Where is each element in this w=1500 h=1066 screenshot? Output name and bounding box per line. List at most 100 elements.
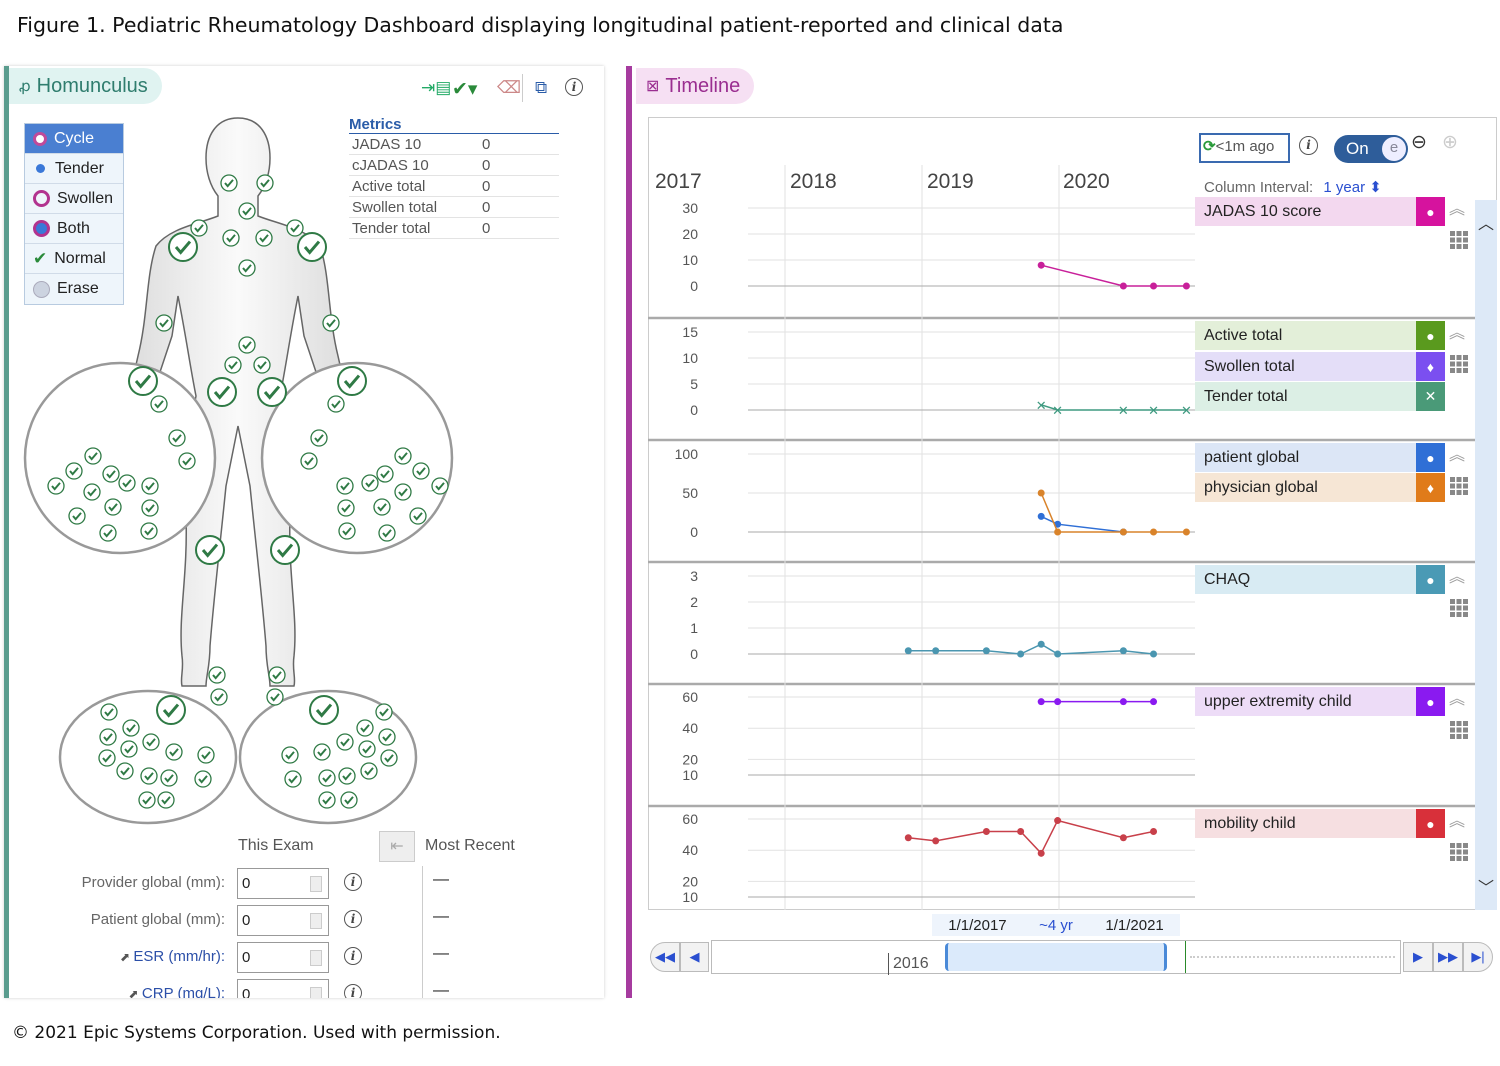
joint-check-icon[interactable] bbox=[222, 229, 240, 247]
joint-check-icon[interactable] bbox=[238, 202, 256, 220]
joint-check-icon[interactable] bbox=[116, 762, 134, 780]
jump-back-button[interactable]: ◀◀ bbox=[650, 942, 680, 972]
joint-check-icon[interactable] bbox=[160, 769, 178, 787]
calculator-icon[interactable] bbox=[310, 913, 322, 929]
joint-check-icon[interactable] bbox=[300, 452, 318, 470]
series-marker-icon[interactable]: ✕ bbox=[1416, 382, 1445, 411]
joint-check-icon[interactable] bbox=[318, 769, 336, 787]
joint-check-icon[interactable] bbox=[141, 499, 159, 517]
joint-check-icon[interactable] bbox=[238, 259, 256, 277]
calculator-icon[interactable] bbox=[310, 876, 322, 892]
joint-check-icon[interactable] bbox=[356, 719, 374, 737]
mode-both[interactable]: Both bbox=[25, 214, 123, 244]
joint-check-icon[interactable] bbox=[157, 791, 175, 809]
joint-check-icon[interactable] bbox=[140, 522, 158, 540]
joint-check-icon[interactable] bbox=[156, 695, 186, 725]
jump-forward-button[interactable]: ▶▶ bbox=[1433, 942, 1463, 972]
joint-check-icon[interactable] bbox=[150, 395, 168, 413]
joint-check-icon[interactable] bbox=[340, 791, 358, 809]
joint-check-icon[interactable] bbox=[68, 507, 86, 525]
joint-check-icon[interactable] bbox=[168, 232, 198, 262]
calculator-icon[interactable] bbox=[310, 987, 322, 998]
series-marker-icon[interactable]: ♦ bbox=[1416, 352, 1445, 381]
collapse-icon[interactable]: ︽ bbox=[1449, 447, 1466, 464]
joint-check-icon[interactable] bbox=[84, 447, 102, 465]
joint-check-icon[interactable] bbox=[138, 791, 156, 809]
info-icon[interactable]: i bbox=[565, 78, 583, 96]
collapse-icon[interactable]: ︽ bbox=[1449, 325, 1466, 342]
joint-check-icon[interactable] bbox=[99, 728, 117, 746]
joint-check-icon[interactable] bbox=[337, 366, 367, 396]
grid-view-icon[interactable] bbox=[1450, 355, 1468, 373]
series-marker-icon[interactable]: ● bbox=[1416, 321, 1445, 350]
joint-check-icon[interactable] bbox=[336, 733, 354, 751]
series-marker-icon[interactable]: ● bbox=[1416, 197, 1445, 226]
joint-check-icon[interactable] bbox=[297, 232, 327, 262]
joint-check-icon[interactable] bbox=[98, 749, 116, 767]
joint-check-icon[interactable] bbox=[309, 695, 339, 725]
joint-check-icon[interactable] bbox=[165, 743, 183, 761]
joint-check-icon[interactable] bbox=[65, 462, 83, 480]
joint-check-icon[interactable] bbox=[375, 703, 393, 721]
joint-check-icon[interactable] bbox=[286, 219, 304, 237]
timeline-tab[interactable]: ⊠ Timeline bbox=[636, 68, 755, 104]
legend-item[interactable]: upper extremity child ● bbox=[1195, 687, 1445, 716]
joint-check-icon[interactable] bbox=[140, 767, 158, 785]
scroll-down-icon[interactable]: ﹀ bbox=[1477, 880, 1494, 897]
joint-check-icon[interactable] bbox=[208, 666, 226, 684]
column-interval-select[interactable]: 1 year ⬍ bbox=[1323, 179, 1382, 196]
vertical-scrollbar[interactable]: ︿ ﹀ bbox=[1475, 200, 1497, 910]
joint-check-icon[interactable] bbox=[409, 507, 427, 525]
joint-check-icon[interactable] bbox=[281, 746, 299, 764]
joint-check-icon[interactable] bbox=[120, 740, 138, 758]
joint-check-icon[interactable] bbox=[118, 474, 136, 492]
legend-item[interactable]: physician global ♦ bbox=[1195, 473, 1445, 502]
joint-check-icon[interactable] bbox=[313, 743, 331, 761]
joint-check-icon[interactable] bbox=[220, 174, 238, 192]
joint-check-icon[interactable] bbox=[168, 429, 186, 447]
homunculus-tab[interactable]: ꝓ Homunculus bbox=[9, 68, 162, 104]
joint-check-icon[interactable] bbox=[257, 377, 287, 407]
collapse-icon[interactable]: ︽ bbox=[1449, 569, 1466, 586]
joint-check-icon[interactable] bbox=[361, 474, 379, 492]
joint-check-icon[interactable] bbox=[336, 477, 354, 495]
info-icon[interactable]: i bbox=[344, 873, 362, 891]
mode-swollen[interactable]: Swollen bbox=[25, 184, 123, 214]
joint-check-icon[interactable] bbox=[255, 229, 273, 247]
joint-check-icon[interactable] bbox=[266, 688, 284, 706]
joint-check-icon[interactable] bbox=[380, 749, 398, 767]
calculator-icon[interactable] bbox=[310, 950, 322, 966]
joint-check-icon[interactable] bbox=[141, 477, 159, 495]
joint-check-icon[interactable] bbox=[378, 524, 396, 542]
crp-input[interactable]: 0 bbox=[237, 979, 329, 998]
joint-check-icon[interactable] bbox=[358, 740, 376, 758]
joint-check-icon[interactable] bbox=[376, 465, 394, 483]
joint-check-icon[interactable] bbox=[394, 483, 412, 501]
zoom-view-icon[interactable]: ⧉ bbox=[535, 78, 548, 97]
joint-check-icon[interactable] bbox=[373, 498, 391, 516]
import-icon[interactable]: ⇥▤ bbox=[421, 78, 452, 97]
joint-check-icon[interactable] bbox=[47, 477, 65, 495]
zoom-out-icon[interactable]: ⊖ bbox=[1411, 132, 1427, 153]
grid-view-icon[interactable] bbox=[1450, 231, 1468, 249]
joint-check-icon[interactable] bbox=[360, 762, 378, 780]
joint-check-icon[interactable] bbox=[338, 522, 356, 540]
crp-link[interactable]: ⬈ CRP (mg/L): bbox=[129, 985, 225, 998]
joint-check-icon[interactable] bbox=[178, 452, 196, 470]
joint-check-icon[interactable] bbox=[104, 498, 122, 516]
collapse-icon[interactable]: ︽ bbox=[1449, 201, 1466, 218]
time-scroller[interactable]: 2016 bbox=[711, 940, 1401, 975]
series-marker-icon[interactable]: ● bbox=[1416, 443, 1445, 472]
joint-check-icon[interactable] bbox=[122, 719, 140, 737]
legend-item[interactable]: patient global ● bbox=[1195, 443, 1445, 472]
scroll-up-icon[interactable]: ︿ bbox=[1477, 216, 1494, 233]
series-marker-icon[interactable]: ● bbox=[1416, 565, 1445, 594]
esr-input[interactable]: 0 bbox=[237, 942, 329, 973]
joint-check-icon[interactable] bbox=[102, 465, 120, 483]
joint-check-icon[interactable] bbox=[310, 429, 328, 447]
toggle-switch[interactable]: On e bbox=[1334, 135, 1408, 163]
provider-global-input[interactable]: 0 bbox=[237, 868, 329, 899]
joint-check-icon[interactable] bbox=[238, 336, 256, 354]
mode-cycle[interactable]: Cycle bbox=[25, 124, 123, 154]
info-icon[interactable]: i bbox=[1299, 136, 1318, 155]
